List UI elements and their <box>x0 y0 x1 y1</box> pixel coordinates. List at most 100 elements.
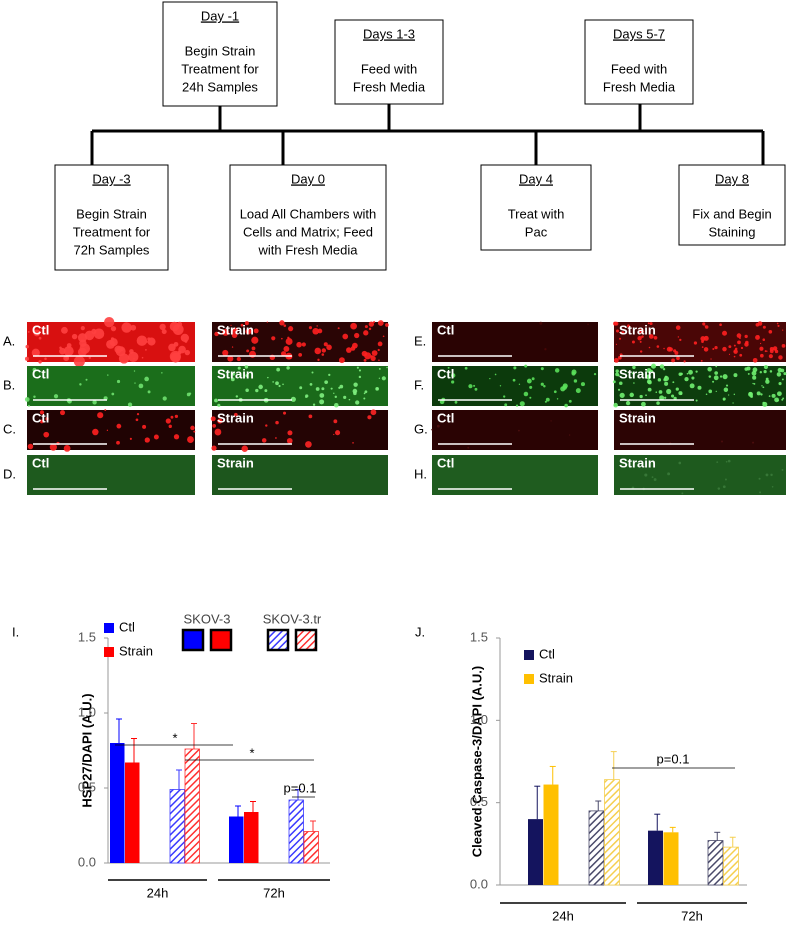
cell-spot <box>235 395 239 398</box>
bar <box>244 812 259 863</box>
cell-spot <box>315 387 320 391</box>
cell-spot <box>571 369 577 375</box>
cell-spot <box>129 437 132 440</box>
cell-spot <box>370 409 377 416</box>
cell-spot <box>768 395 771 397</box>
bar <box>184 748 200 864</box>
cell-spot <box>645 394 647 397</box>
cell-spot <box>641 373 644 376</box>
cell-spot <box>352 442 354 444</box>
bar <box>288 799 304 864</box>
panel-label: C. <box>3 421 16 436</box>
cell-spot <box>53 394 59 399</box>
cell-spot <box>356 366 359 369</box>
cell-spot <box>728 345 732 349</box>
cell-spot <box>695 370 698 373</box>
cell-spot <box>752 441 755 444</box>
cell-spot <box>575 388 581 394</box>
cell-spot <box>543 384 546 388</box>
cell-spot <box>714 371 718 375</box>
cell-spot <box>80 326 85 331</box>
condition-label: Strain <box>217 366 254 381</box>
cell-spot <box>321 348 327 353</box>
cell-spot <box>59 346 62 350</box>
cell-spot <box>136 412 140 416</box>
cell-spot <box>524 364 528 368</box>
cell-spot <box>747 372 750 375</box>
cell-spot <box>678 391 683 396</box>
cell-spot <box>739 353 743 357</box>
cell-spot <box>664 396 667 399</box>
cell-spot <box>719 375 723 378</box>
cell-spot <box>358 375 362 379</box>
cell-spot <box>740 346 744 350</box>
cell-spot <box>513 366 517 370</box>
cell-spot <box>275 437 277 439</box>
cell-spot <box>526 378 532 384</box>
box-title: Day 0 <box>291 171 325 186</box>
cell-spot <box>290 396 296 402</box>
cell-spot <box>733 349 738 354</box>
cell-spot <box>265 424 268 427</box>
timeline-box <box>480 164 592 251</box>
cell-spot <box>311 371 314 374</box>
cell-spot <box>106 339 116 349</box>
cell-spot <box>44 357 47 361</box>
cell-spot <box>214 398 218 403</box>
y-tick-label: 0.0 <box>78 854 96 869</box>
cell-spot <box>328 373 331 377</box>
cell-spot <box>188 392 192 395</box>
cell-spot <box>653 478 657 481</box>
cell-spot <box>760 353 764 358</box>
cell-spot <box>639 328 644 334</box>
cell-spot <box>474 387 478 391</box>
cell-spot <box>761 385 763 387</box>
timeline-box <box>162 1 278 107</box>
cell-spot <box>540 382 544 386</box>
cell-spot <box>768 329 773 334</box>
cell-spot <box>745 340 749 345</box>
cell-spot <box>512 378 516 382</box>
bar <box>303 831 319 864</box>
cell-spot <box>214 331 219 337</box>
cell-spot <box>648 346 651 349</box>
legend-swatch <box>181 628 205 652</box>
cell-spot <box>531 377 535 381</box>
cell-spot <box>580 382 586 387</box>
cell-spot <box>776 391 782 397</box>
bar <box>543 784 559 885</box>
cell-spot <box>639 340 642 343</box>
cell-spot <box>286 437 293 444</box>
cell-spot <box>515 404 519 407</box>
cell-spot <box>680 372 683 376</box>
y-tick-label: 1.0 <box>78 704 96 719</box>
cell-spot <box>776 372 782 377</box>
cell-spot <box>375 386 379 391</box>
y-tick-label: 1.0 <box>470 712 488 727</box>
legend-swatch <box>294 628 318 652</box>
cell-spot <box>97 412 104 419</box>
cell-spot <box>701 346 704 349</box>
cell-spot <box>753 382 756 385</box>
cell-spot <box>321 395 323 397</box>
cell-spot <box>675 387 679 391</box>
y-tick-label: 1.5 <box>470 629 488 644</box>
cell-spot <box>382 335 385 338</box>
cell-spot <box>161 329 167 335</box>
y-axis-label: HSP27/DAPI (A.U.) <box>79 693 94 807</box>
box-text: Staining <box>709 224 756 239</box>
cell-spot <box>722 346 727 352</box>
legend-swatch <box>209 628 233 652</box>
box-text: Load All Chambers with <box>240 206 377 221</box>
cell-spot <box>312 327 319 335</box>
legend-label: Ctl <box>539 646 555 661</box>
cell-spot <box>38 360 42 364</box>
cell-spot <box>230 377 235 382</box>
cell-spot <box>301 342 306 347</box>
cell-spot <box>45 417 49 421</box>
cell-spot <box>73 355 85 367</box>
cell-spot <box>544 348 547 351</box>
cell-spot <box>695 399 698 402</box>
cell-spot <box>780 368 785 373</box>
cell-spot <box>722 330 728 336</box>
